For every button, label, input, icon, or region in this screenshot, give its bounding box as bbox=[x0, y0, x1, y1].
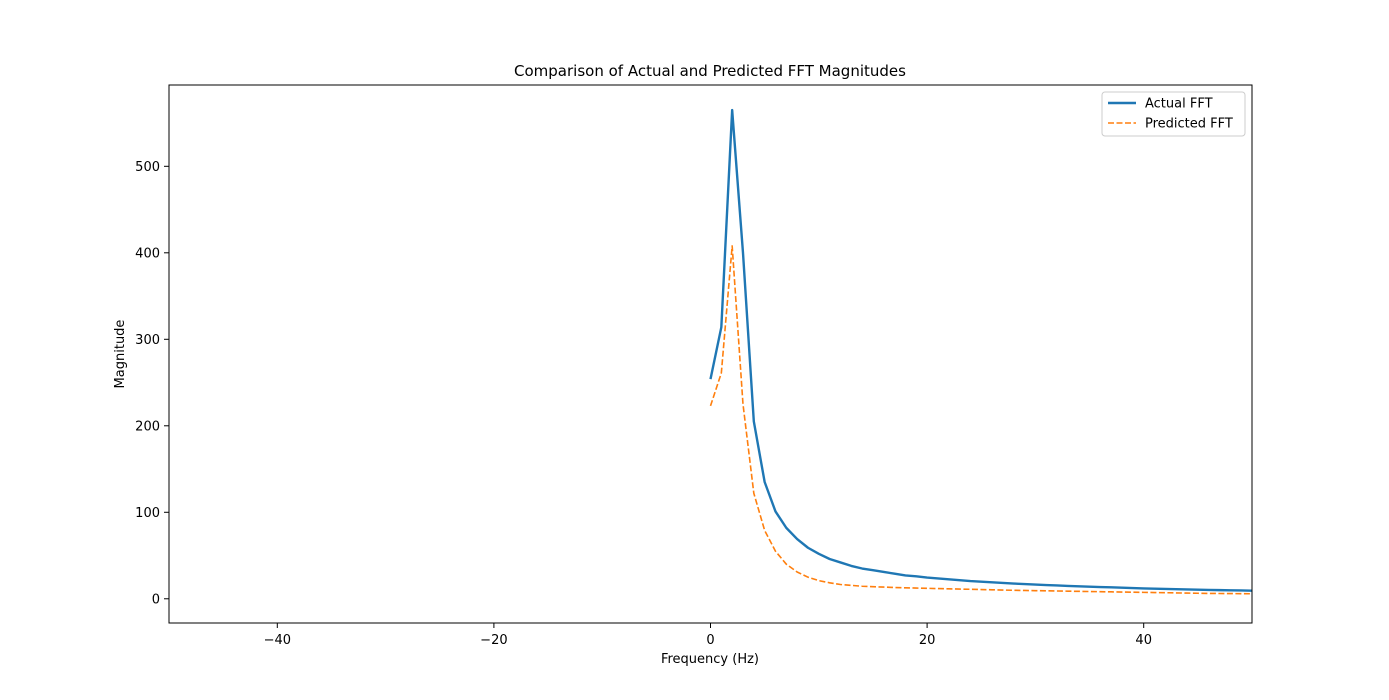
legend: Actual FFT Predicted FFT bbox=[1101, 91, 1246, 137]
chart-title: Comparison of Actual and Predicted FFT M… bbox=[514, 62, 906, 80]
series-line-actual-fft bbox=[709, 108, 1252, 592]
x-tick-label: 40 bbox=[1135, 633, 1152, 648]
y-tick-label: 0 bbox=[152, 592, 160, 607]
y-tick-label: 300 bbox=[135, 333, 160, 348]
y-tick-label: 100 bbox=[135, 506, 160, 521]
legend-label-actual-fft: Actual FFT bbox=[1145, 97, 1213, 112]
y-tick-label: 500 bbox=[135, 160, 160, 175]
y-tick-label: 200 bbox=[135, 419, 160, 434]
legend-label-predicted-fft: Predicted FFT bbox=[1145, 117, 1233, 132]
legend-box bbox=[1101, 91, 1246, 137]
x-tick-label: 0 bbox=[706, 633, 714, 648]
plot-area bbox=[709, 108, 1252, 595]
y-tick-label: 400 bbox=[135, 246, 160, 261]
series-line-predicted-fft bbox=[709, 245, 1252, 595]
x-tick-label: −40 bbox=[264, 633, 291, 648]
y-axis-label: Magnitude bbox=[113, 320, 128, 389]
x-tick-label: −20 bbox=[480, 633, 507, 648]
x-tick-label: 20 bbox=[919, 633, 936, 648]
x-axis-label: Frequency (Hz) bbox=[661, 652, 759, 667]
